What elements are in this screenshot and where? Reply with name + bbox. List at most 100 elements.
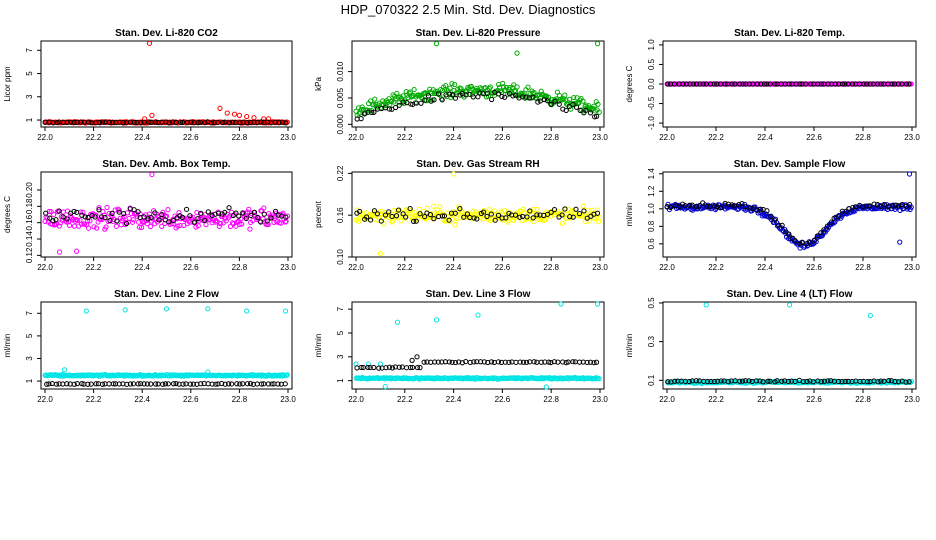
data-point	[226, 120, 233, 126]
data-point	[495, 359, 502, 365]
data-point	[842, 81, 848, 87]
data-point	[358, 364, 364, 371]
data-point	[489, 96, 495, 103]
data-point	[219, 211, 225, 217]
data-point	[757, 378, 763, 384]
data-point	[169, 119, 176, 125]
data-point	[83, 308, 89, 314]
data-point	[215, 119, 221, 126]
data-point	[382, 212, 389, 218]
data-point	[510, 93, 516, 99]
data-point	[495, 212, 502, 218]
data-point	[562, 92, 568, 98]
data-point	[718, 378, 724, 384]
data-point	[555, 359, 561, 365]
data-point	[576, 100, 582, 106]
data-point	[372, 216, 379, 222]
plot-frame	[351, 40, 605, 128]
data-point	[807, 240, 813, 246]
data-point	[146, 119, 152, 125]
data-point	[371, 109, 377, 115]
data-point	[211, 119, 217, 126]
data-point	[261, 116, 267, 122]
data-point	[282, 381, 288, 387]
x-tick-label: 23.0	[280, 395, 296, 404]
data-point	[818, 230, 824, 236]
data-point	[861, 81, 867, 87]
data-point	[417, 211, 423, 217]
data-point	[116, 209, 122, 215]
series-2	[665, 377, 912, 385]
data-point	[273, 208, 279, 214]
data-point	[595, 101, 601, 107]
x-tick-label: 22.6	[806, 395, 822, 404]
data-point	[563, 107, 569, 114]
data-point	[892, 202, 899, 208]
data-point	[576, 359, 583, 365]
data-point	[594, 41, 601, 47]
data-point	[768, 213, 774, 219]
panel-7: Stan. Dev. Line 2 Flow ml/min 22.0 22.2 22.4…	[3, 289, 296, 404]
data-point	[671, 81, 678, 87]
y-tick-label: 1	[25, 378, 34, 383]
data-point	[839, 378, 845, 385]
data-point	[503, 215, 509, 221]
data-point	[808, 81, 814, 87]
data-point	[584, 359, 590, 366]
data-point	[212, 211, 218, 217]
data-point	[422, 97, 428, 103]
data-point	[396, 102, 402, 108]
data-point	[517, 214, 523, 220]
data-point	[700, 81, 706, 87]
data-point	[849, 81, 856, 87]
data-point	[832, 81, 839, 87]
data-point	[577, 107, 583, 114]
data-point	[866, 203, 873, 209]
data-point	[878, 378, 884, 384]
data-point	[403, 214, 409, 220]
data-point	[149, 171, 155, 178]
data-point	[732, 81, 738, 87]
panel-title: Stan. Dev. Li-820 Pressure	[416, 28, 541, 39]
data-point	[236, 213, 242, 219]
data-point	[899, 81, 905, 87]
data-point	[779, 222, 785, 228]
data-point	[379, 208, 385, 214]
data-point	[512, 212, 519, 218]
x-tick-label: 22.2	[397, 263, 413, 272]
data-point	[667, 204, 674, 211]
data-point	[146, 40, 153, 46]
data-point	[78, 221, 85, 227]
data-point	[881, 378, 887, 384]
data-point	[165, 207, 171, 213]
data-point	[783, 230, 789, 237]
data-point	[209, 212, 215, 219]
data-point	[489, 216, 496, 223]
data-point	[875, 379, 881, 385]
data-point	[44, 381, 50, 387]
data-point	[149, 112, 155, 118]
data-point	[188, 119, 194, 125]
data-point	[283, 120, 289, 126]
data-point	[377, 250, 383, 257]
data-point	[240, 210, 246, 216]
data-point	[247, 381, 254, 387]
y-tick-label: 0.8	[647, 220, 656, 232]
data-point	[43, 210, 49, 216]
data-point	[544, 98, 550, 104]
data-point	[665, 379, 671, 385]
x-tick-label: 22.4	[446, 133, 462, 142]
data-point	[850, 204, 856, 210]
data-point	[717, 205, 724, 211]
data-point	[226, 381, 232, 387]
data-point	[56, 249, 63, 255]
y-axis-label: percent	[314, 200, 323, 227]
x-tick-label: 22.6	[806, 263, 822, 272]
data-point	[247, 226, 253, 232]
data-point	[804, 241, 810, 247]
data-point	[530, 94, 536, 100]
y-tick-label: 5	[25, 71, 34, 76]
y-tick-label: 0.000	[336, 114, 345, 135]
data-point	[715, 378, 721, 384]
data-point	[258, 381, 265, 387]
